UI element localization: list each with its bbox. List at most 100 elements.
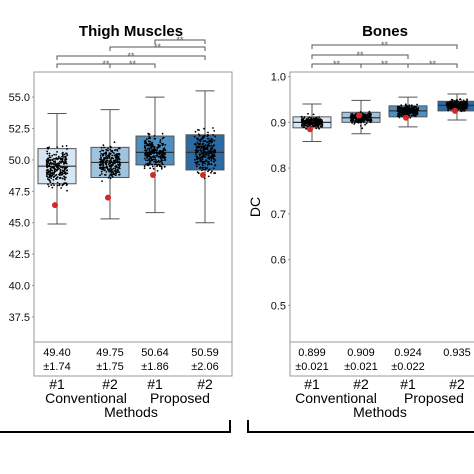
data-point [203,145,206,148]
highlight-marker [105,194,111,201]
data-point [61,169,64,172]
data-point [145,163,147,166]
data-point [198,134,201,137]
data-point [65,167,67,170]
data-point [110,146,112,149]
data-points [45,145,69,192]
data-point [453,105,456,108]
data-point [320,119,323,121]
data-point [65,184,68,187]
data-point [209,156,212,159]
data-point [145,144,148,147]
data-point [65,145,68,147]
y-tick-label: 45.0 [9,218,30,230]
data-point [48,174,51,177]
data-point [207,150,210,153]
data-point [205,159,208,162]
data-point [407,109,410,112]
data-point [151,148,154,151]
data-point [203,150,205,153]
data-point [211,170,213,173]
data-point [200,152,203,155]
data-point [206,151,208,154]
data-point [161,137,164,140]
data-point [210,141,213,144]
data-point [53,158,55,160]
data-point [144,154,147,157]
data-point [46,150,48,153]
data-point [201,156,203,159]
data-point [308,119,311,122]
data-point [111,168,113,171]
data-point [110,165,113,168]
data-point [300,115,303,118]
data-point [349,115,352,118]
significance-label: ** [176,35,184,45]
data-point [195,165,198,168]
data-point [51,173,54,176]
data-point [213,139,216,142]
data-point [459,98,462,101]
data-point [360,121,362,124]
data-point [102,164,105,167]
data-point [202,140,205,143]
data-points [193,127,217,180]
data-point [104,173,106,176]
data-point [60,162,62,164]
data-point [49,167,52,170]
data-point [59,177,61,180]
data-point [149,144,152,147]
data-point [116,171,119,174]
data-point [352,116,355,119]
data-point [207,143,210,146]
data-point [315,127,318,129]
data-point [148,133,150,136]
data-point [150,150,153,152]
data-point [209,150,212,153]
data-point [305,118,308,120]
data-points [300,112,324,130]
data-point [164,165,166,168]
category-label: #1 [400,376,416,392]
data-point [61,166,64,169]
data-point [105,148,108,151]
data-point [101,180,103,183]
data-point [159,141,162,144]
data-point [197,133,200,136]
group-brace-left [0,420,231,433]
data-point [158,152,161,155]
data-point [307,123,309,126]
data-point [455,99,458,102]
data-point [350,118,353,120]
data-point [50,162,53,165]
significance-label: ** [429,59,437,69]
data-point [151,145,154,147]
data-point [47,183,49,186]
data-point [155,159,157,162]
data-point [114,160,117,163]
data-point [58,173,61,176]
data-point [451,99,454,102]
data-point [143,146,146,149]
data-point [362,116,365,119]
data-point [212,167,215,170]
stat-sd: ±1.86 [141,361,168,373]
category-label: #1 [304,376,320,392]
stat-mean: 0.909 [347,347,375,359]
data-point [198,129,200,132]
data-point [213,155,216,158]
data-point [164,156,167,159]
data-point [197,150,200,152]
data-point [145,151,148,154]
data-point [304,121,306,123]
data-point [100,168,102,170]
data-point [111,175,114,178]
category-label: #1 [49,376,65,392]
data-point [109,167,112,169]
data-point [214,135,217,138]
data-point [409,116,412,119]
data-point [118,171,121,174]
data-point [313,121,316,124]
data-point [117,168,120,170]
data-point [143,145,146,147]
